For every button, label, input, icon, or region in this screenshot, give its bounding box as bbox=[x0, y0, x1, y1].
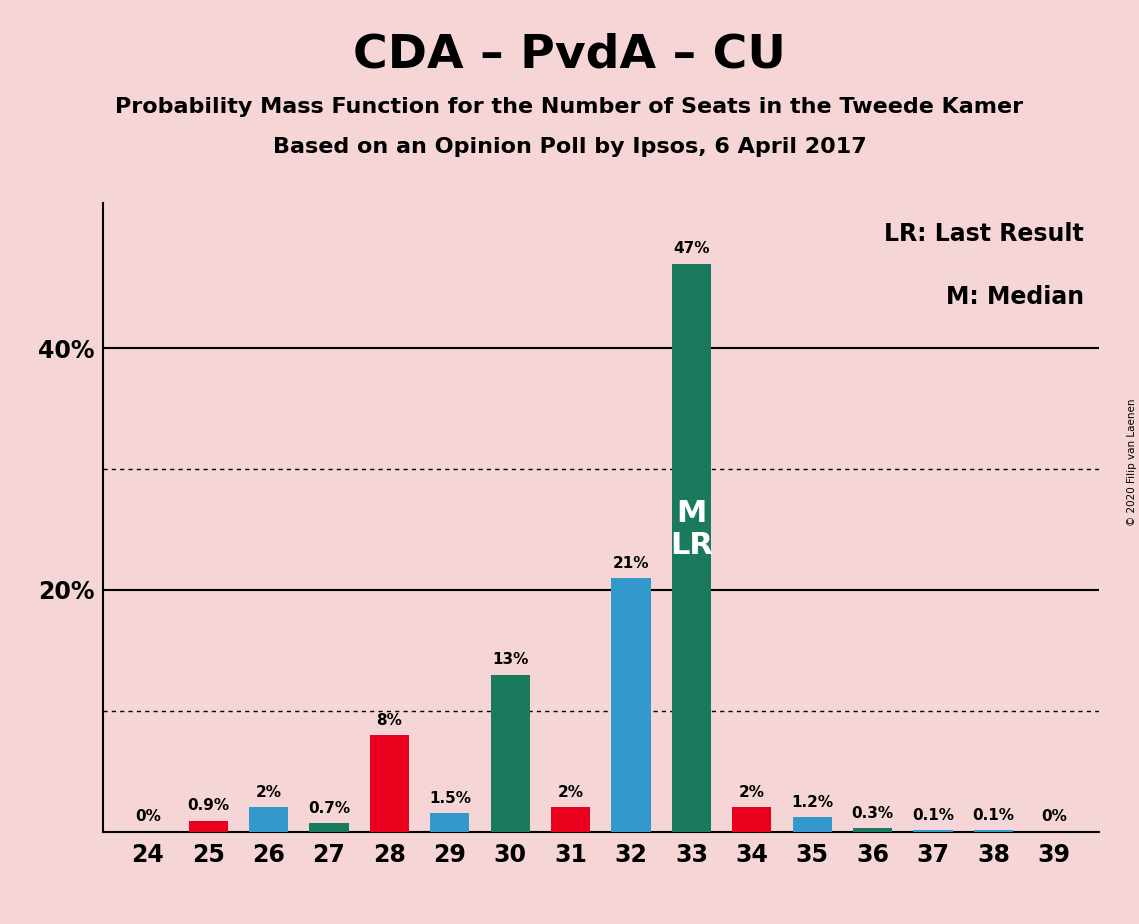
Bar bbox=[491, 675, 530, 832]
Text: 47%: 47% bbox=[673, 241, 710, 257]
Bar bbox=[974, 831, 1013, 832]
Text: 0.3%: 0.3% bbox=[852, 806, 894, 821]
Text: 0.1%: 0.1% bbox=[973, 808, 1015, 823]
Text: 1.2%: 1.2% bbox=[792, 795, 834, 809]
Text: M
LR: M LR bbox=[670, 499, 713, 560]
Text: 2%: 2% bbox=[558, 785, 583, 800]
Bar bbox=[913, 831, 952, 832]
Bar bbox=[189, 821, 228, 832]
Text: 2%: 2% bbox=[739, 785, 764, 800]
Text: 0.9%: 0.9% bbox=[187, 798, 229, 813]
Text: 13%: 13% bbox=[492, 652, 528, 667]
Bar bbox=[310, 823, 349, 832]
Text: CDA – PvdA – CU: CDA – PvdA – CU bbox=[353, 32, 786, 78]
Text: 0%: 0% bbox=[1041, 809, 1067, 824]
Bar bbox=[431, 813, 469, 832]
Text: 0.7%: 0.7% bbox=[308, 801, 350, 816]
Text: 21%: 21% bbox=[613, 555, 649, 571]
Bar bbox=[551, 808, 590, 832]
Text: 0.1%: 0.1% bbox=[912, 808, 954, 823]
Bar bbox=[612, 578, 650, 832]
Bar bbox=[370, 735, 409, 832]
Bar bbox=[853, 828, 892, 832]
Text: Based on an Opinion Poll by Ipsos, 6 April 2017: Based on an Opinion Poll by Ipsos, 6 Apr… bbox=[272, 137, 867, 157]
Text: 1.5%: 1.5% bbox=[428, 791, 470, 807]
Text: 8%: 8% bbox=[377, 712, 402, 728]
Text: M: Median: M: Median bbox=[947, 285, 1084, 309]
Bar bbox=[732, 808, 771, 832]
Bar bbox=[793, 817, 831, 832]
Text: Probability Mass Function for the Number of Seats in the Tweede Kamer: Probability Mass Function for the Number… bbox=[115, 97, 1024, 117]
Bar bbox=[672, 263, 711, 832]
Text: © 2020 Filip van Laenen: © 2020 Filip van Laenen bbox=[1126, 398, 1137, 526]
Text: 2%: 2% bbox=[255, 785, 281, 800]
Text: 0%: 0% bbox=[134, 809, 161, 824]
Bar bbox=[249, 808, 288, 832]
Text: LR: Last Result: LR: Last Result bbox=[885, 222, 1084, 246]
